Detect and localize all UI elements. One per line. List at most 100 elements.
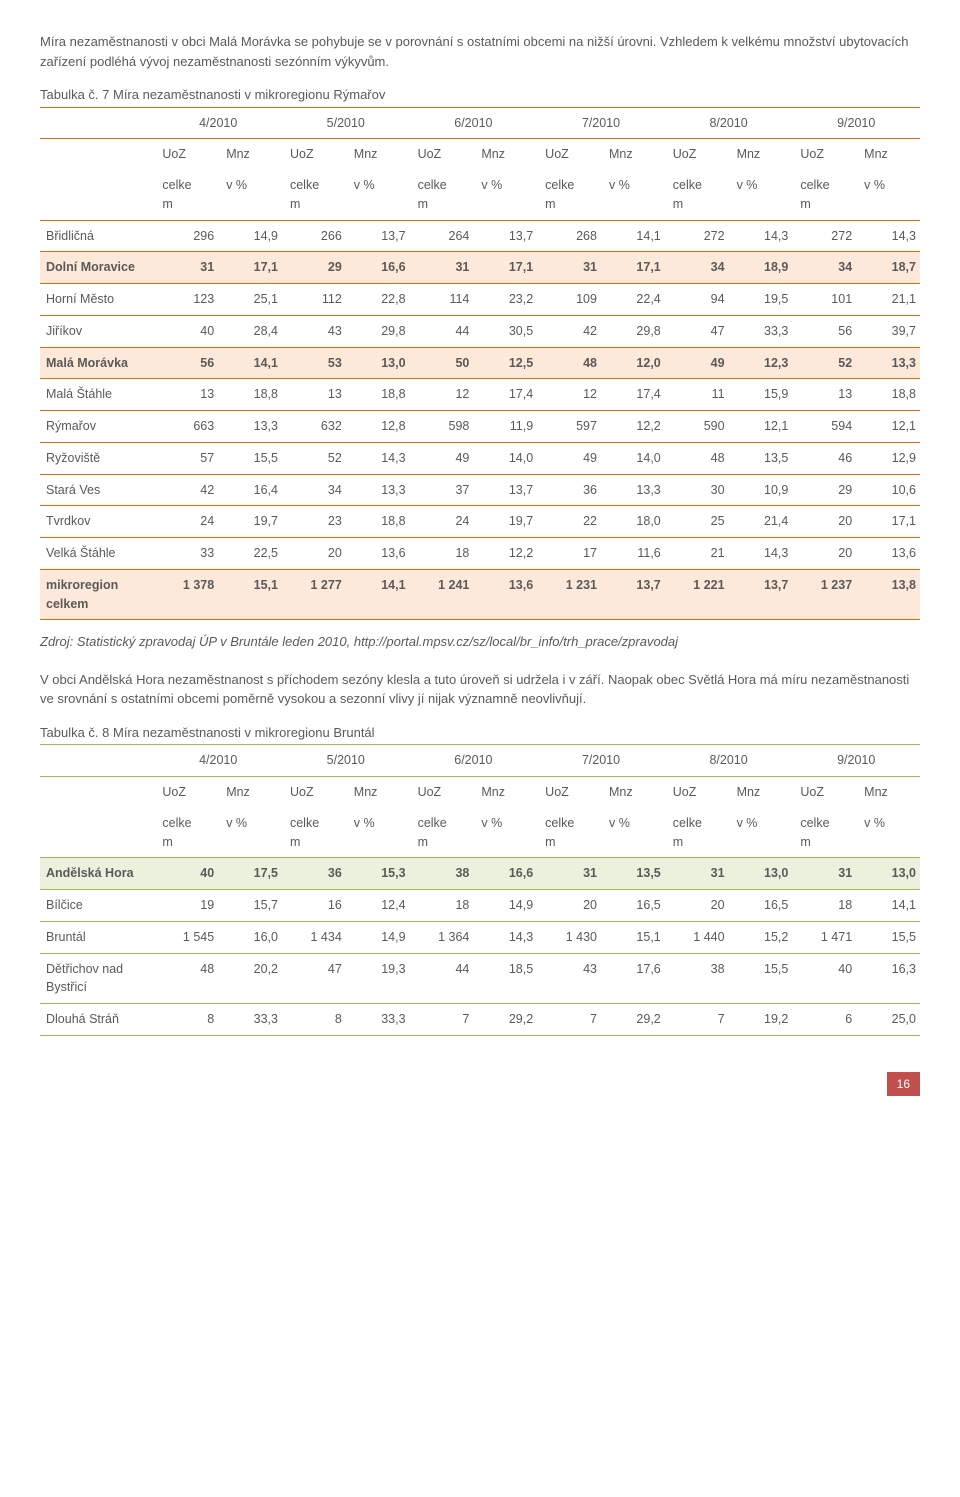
data-cell: 18,8 [346,506,410,538]
data-cell: 94 [665,284,729,316]
row-name-cell: Malá Morávka [40,347,154,379]
data-cell: 40 [154,858,218,890]
data-cell: 101 [792,284,856,316]
table1-caption: Tabulka č. 7 Míra nezaměstnanosti v mikr… [40,85,920,105]
data-cell: 17,1 [856,506,920,538]
data-cell: 12,2 [601,411,665,443]
data-cell: 16 [282,890,346,922]
table-header-uoz-mnz: UoZMnzUoZMnzUoZMnzUoZMnzUoZMnzUoZMnz [40,777,920,808]
data-cell: 268 [537,220,601,252]
data-cell: 34 [792,252,856,284]
data-cell: 19,7 [218,506,282,538]
table-header-periods: 4/20105/20106/20107/20108/20109/2010 [40,745,920,777]
data-cell: 13,3 [601,474,665,506]
data-cell: 17,1 [473,252,537,284]
data-cell: 1 545 [154,921,218,953]
period-header: 7/2010 [537,745,665,777]
data-cell: 1 241 [410,569,474,620]
data-cell: 13,8 [856,569,920,620]
data-cell: 16,3 [856,953,920,1004]
data-cell: 48 [665,442,729,474]
data-cell: 15,2 [729,921,793,953]
data-cell: 19,7 [473,506,537,538]
data-cell: 12,8 [346,411,410,443]
data-cell: 22,8 [346,284,410,316]
data-cell: 14,9 [346,921,410,953]
data-cell: 21 [665,538,729,570]
table-row: Tvrdkov2419,72318,82419,72218,02521,4201… [40,506,920,538]
data-cell: 296 [154,220,218,252]
data-cell: 13 [154,379,218,411]
data-cell: 16,5 [601,890,665,922]
table-row: Bruntál1 54516,01 43414,91 36414,31 4301… [40,921,920,953]
period-header: 7/2010 [537,107,665,139]
data-cell: 12,1 [729,411,793,443]
data-cell: 20 [282,538,346,570]
data-cell: 15,1 [218,569,282,620]
period-header: 5/2010 [282,745,410,777]
data-cell: 33,3 [346,1004,410,1036]
data-cell: 272 [792,220,856,252]
data-cell: 1 277 [282,569,346,620]
data-cell: 50 [410,347,474,379]
data-cell: 25 [665,506,729,538]
data-cell: 272 [665,220,729,252]
data-cell: 1 471 [792,921,856,953]
data-cell: 23 [282,506,346,538]
data-cell: 19,2 [729,1004,793,1036]
table-bruntal: 4/20105/20106/20107/20108/20109/2010UoZM… [40,744,920,1036]
table-row: Malá Morávka5614,15313,05012,54812,04912… [40,347,920,379]
data-cell: 13,7 [473,220,537,252]
row-name-cell: Malá Štáhle [40,379,154,411]
data-cell: 47 [282,953,346,1004]
data-cell: 30 [665,474,729,506]
row-name-cell: Dlouhá Stráň [40,1004,154,1036]
data-cell: 14,9 [473,890,537,922]
data-cell: 52 [792,347,856,379]
data-cell: 13,3 [218,411,282,443]
data-cell: 36 [282,858,346,890]
table-row: Dlouhá Stráň833,3833,3729,2729,2719,2625… [40,1004,920,1036]
data-cell: 29,8 [601,315,665,347]
data-cell: 18,7 [856,252,920,284]
row-name-cell: Bílčice [40,890,154,922]
data-cell: 17 [537,538,601,570]
data-cell: 31 [537,858,601,890]
data-cell: 13,6 [856,538,920,570]
data-cell: 11,6 [601,538,665,570]
period-header: 6/2010 [410,745,538,777]
data-cell: 16,5 [729,890,793,922]
data-cell: 114 [410,284,474,316]
row-name-cell: Ryžoviště [40,442,154,474]
data-cell: 28,4 [218,315,282,347]
row-name-cell: Tvrdkov [40,506,154,538]
data-cell: 52 [282,442,346,474]
data-cell: 14,3 [473,921,537,953]
data-cell: 12,3 [729,347,793,379]
table-row: Rýmařov66313,363212,859811,959712,259012… [40,411,920,443]
data-cell: 17,5 [218,858,282,890]
data-cell: 38 [410,858,474,890]
data-cell: 22,5 [218,538,282,570]
page-number: 16 [887,1072,920,1096]
data-cell: 14,3 [856,220,920,252]
table-header-uoz-mnz: UoZMnzUoZMnzUoZMnzUoZMnzUoZMnzUoZMnz [40,139,920,170]
data-cell: 33 [154,538,218,570]
row-name-cell: Stará Ves [40,474,154,506]
data-cell: 49 [665,347,729,379]
data-cell: 39,7 [856,315,920,347]
data-cell: 14,3 [729,538,793,570]
row-name-cell: Dolní Moravice [40,252,154,284]
table-row: Břidličná29614,926613,726413,726814,1272… [40,220,920,252]
data-cell: 18 [792,890,856,922]
data-cell: 56 [154,347,218,379]
data-cell: 12,4 [346,890,410,922]
data-cell: 13,5 [729,442,793,474]
data-cell: 22 [537,506,601,538]
data-cell: 17,1 [218,252,282,284]
data-cell: 13,0 [346,347,410,379]
data-cell: 37 [410,474,474,506]
data-cell: 14,3 [346,442,410,474]
data-cell: 31 [154,252,218,284]
data-cell: 15,7 [218,890,282,922]
